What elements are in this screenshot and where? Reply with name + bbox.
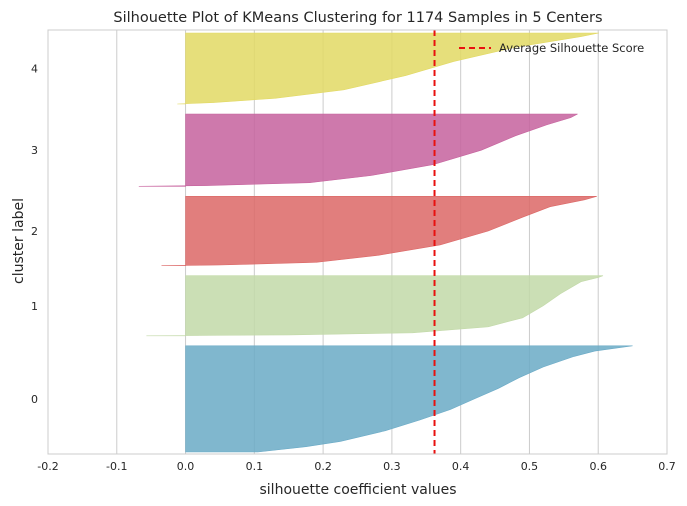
cluster-1-silhouette bbox=[146, 275, 604, 337]
legend: Average Silhouette Score bbox=[459, 41, 644, 55]
chart-title: Silhouette Plot of KMeans Clustering for… bbox=[113, 10, 602, 26]
cluster-0-silhouette bbox=[185, 345, 633, 453]
x-tick-labels: -0.2 -0.1 0.0 0.1 0.2 0.3 0.4 0.5 0.6 0.7 bbox=[37, 460, 675, 473]
x-tick-label: -0.1 bbox=[106, 460, 127, 473]
cluster-layer bbox=[138, 32, 633, 453]
plot-frame bbox=[47, 29, 668, 455]
y-tick-label-1: 1 bbox=[31, 300, 38, 313]
x-tick-label: 0.1 bbox=[246, 460, 264, 473]
x-tick-label: 0.0 bbox=[177, 460, 195, 473]
y-tick-label-0: 0 bbox=[31, 393, 38, 406]
x-axis-title: silhouette coefficient values bbox=[260, 482, 457, 498]
cluster-2-silhouette bbox=[161, 196, 597, 266]
y-axis-title: cluster label bbox=[11, 198, 27, 284]
y-tick-label-4: 4 bbox=[31, 63, 38, 76]
y-tick-label-3: 3 bbox=[31, 144, 38, 157]
cluster-3-silhouette bbox=[138, 113, 578, 187]
y-tick-label-2: 2 bbox=[31, 225, 38, 238]
x-tick-label: 0.6 bbox=[589, 460, 607, 473]
legend-label: Average Silhouette Score bbox=[499, 41, 644, 55]
cluster-4-silhouette bbox=[177, 32, 599, 105]
x-tick-label: 0.2 bbox=[314, 460, 332, 473]
x-tick-label: 0.5 bbox=[521, 460, 539, 473]
y-tick-labels: 0 1 2 3 4 bbox=[31, 63, 38, 406]
x-tick-label: 0.3 bbox=[383, 460, 401, 473]
x-tick-label: 0.4 bbox=[452, 460, 470, 473]
x-tick-label: 0.7 bbox=[658, 460, 676, 473]
x-tick-label: -0.2 bbox=[37, 460, 58, 473]
